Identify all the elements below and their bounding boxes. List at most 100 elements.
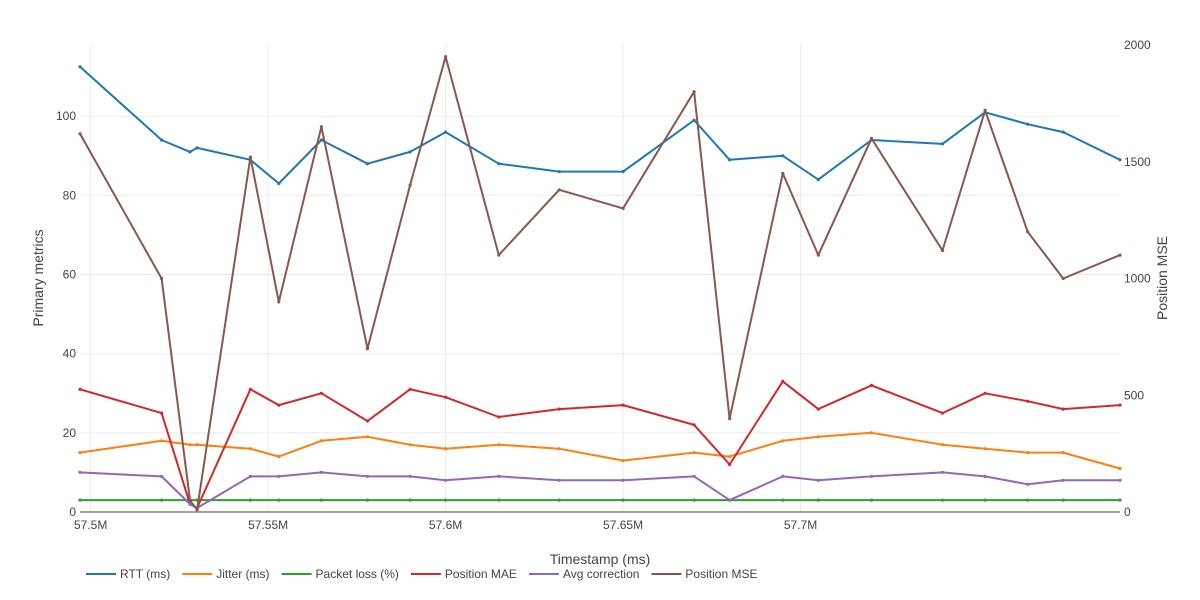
data-point[interactable] <box>195 146 199 150</box>
data-point[interactable] <box>497 162 501 166</box>
data-point[interactable] <box>816 407 820 411</box>
data-point[interactable] <box>248 155 252 159</box>
data-point[interactable] <box>160 474 164 478</box>
data-point[interactable] <box>408 387 412 391</box>
data-point[interactable] <box>816 435 820 439</box>
data-point[interactable] <box>869 431 874 435</box>
data-point[interactable] <box>1026 451 1030 455</box>
data-point[interactable] <box>160 138 164 142</box>
data-point[interactable] <box>408 150 412 154</box>
data-point[interactable] <box>781 439 785 443</box>
data-point[interactable] <box>621 478 625 482</box>
data-point[interactable] <box>319 470 323 474</box>
data-point[interactable] <box>557 478 561 482</box>
data-point[interactable] <box>365 347 370 351</box>
data-point[interactable] <box>816 478 820 482</box>
data-point[interactable] <box>248 498 252 502</box>
data-point[interactable] <box>781 171 785 175</box>
data-point[interactable] <box>983 498 987 502</box>
data-point[interactable] <box>621 170 625 174</box>
data-point[interactable] <box>940 411 945 415</box>
data-point[interactable] <box>781 474 785 478</box>
data-point[interactable] <box>277 403 281 407</box>
data-point[interactable] <box>816 178 820 182</box>
data-point[interactable] <box>160 498 164 502</box>
data-point[interactable] <box>408 498 412 502</box>
data-point[interactable] <box>497 474 501 478</box>
data-point[interactable] <box>728 158 732 162</box>
data-point[interactable] <box>728 455 732 459</box>
data-point[interactable] <box>869 136 874 140</box>
data-point[interactable] <box>248 447 252 451</box>
data-point[interactable] <box>248 387 252 391</box>
data-point[interactable] <box>188 150 192 154</box>
legend-item[interactable]: Position MSE <box>651 567 757 581</box>
data-point[interactable] <box>277 498 281 502</box>
data-point[interactable] <box>195 508 199 512</box>
data-point[interactable] <box>408 183 412 187</box>
data-point[interactable] <box>869 474 874 478</box>
data-point[interactable] <box>78 498 82 502</box>
legend-item[interactable]: Jitter (ms) <box>182 567 270 581</box>
data-point[interactable] <box>319 498 323 502</box>
data-point[interactable] <box>728 498 732 502</box>
data-point[interactable] <box>692 451 696 455</box>
data-point[interactable] <box>1061 407 1065 411</box>
data-point[interactable] <box>277 455 281 459</box>
data-point[interactable] <box>1026 498 1030 502</box>
data-point[interactable] <box>365 498 370 502</box>
data-point[interactable] <box>1026 122 1030 126</box>
data-point[interactable] <box>1118 498 1122 502</box>
data-point[interactable] <box>444 498 448 502</box>
data-point[interactable] <box>692 423 696 427</box>
data-point[interactable] <box>621 459 625 463</box>
data-point[interactable] <box>444 478 448 482</box>
data-point[interactable] <box>444 447 448 451</box>
data-point[interactable] <box>983 447 987 451</box>
data-point[interactable] <box>1026 399 1030 403</box>
data-point[interactable] <box>692 474 696 478</box>
data-point[interactable] <box>692 118 696 122</box>
data-point[interactable] <box>365 162 370 166</box>
data-point[interactable] <box>1118 466 1122 471</box>
data-point[interactable] <box>1061 130 1065 134</box>
data-point[interactable] <box>983 474 987 478</box>
data-point[interactable] <box>78 65 82 69</box>
data-point[interactable] <box>940 498 945 502</box>
data-point[interactable] <box>1061 498 1065 502</box>
data-point[interactable] <box>497 415 501 419</box>
data-point[interactable] <box>728 417 732 421</box>
data-point[interactable] <box>408 474 412 478</box>
data-point[interactable] <box>188 502 192 506</box>
data-point[interactable] <box>983 391 987 395</box>
data-point[interactable] <box>160 411 164 415</box>
data-point[interactable] <box>940 248 945 253</box>
data-point[interactable] <box>1118 478 1122 482</box>
data-point[interactable] <box>365 435 370 439</box>
data-point[interactable] <box>78 387 82 391</box>
data-point[interactable] <box>78 470 82 474</box>
data-point[interactable] <box>78 132 82 136</box>
data-point[interactable] <box>940 142 945 146</box>
data-point[interactable] <box>621 498 625 502</box>
data-point[interactable] <box>557 498 561 502</box>
data-point[interactable] <box>365 419 370 423</box>
data-point[interactable] <box>816 498 820 502</box>
data-point[interactable] <box>277 181 281 186</box>
data-point[interactable] <box>692 90 696 94</box>
data-point[interactable] <box>188 498 192 502</box>
data-point[interactable] <box>188 443 192 447</box>
data-point[interactable] <box>497 498 501 502</box>
data-point[interactable] <box>621 403 625 407</box>
data-point[interactable] <box>781 379 785 383</box>
data-point[interactable] <box>160 439 164 443</box>
data-point[interactable] <box>1118 403 1122 407</box>
data-point[interactable] <box>1061 451 1065 455</box>
data-point[interactable] <box>319 138 323 142</box>
data-point[interactable] <box>869 498 874 502</box>
data-point[interactable] <box>692 498 696 502</box>
data-point[interactable] <box>1118 158 1122 162</box>
data-point[interactable] <box>940 470 945 474</box>
data-point[interactable] <box>816 253 820 257</box>
data-point[interactable] <box>1061 478 1065 482</box>
